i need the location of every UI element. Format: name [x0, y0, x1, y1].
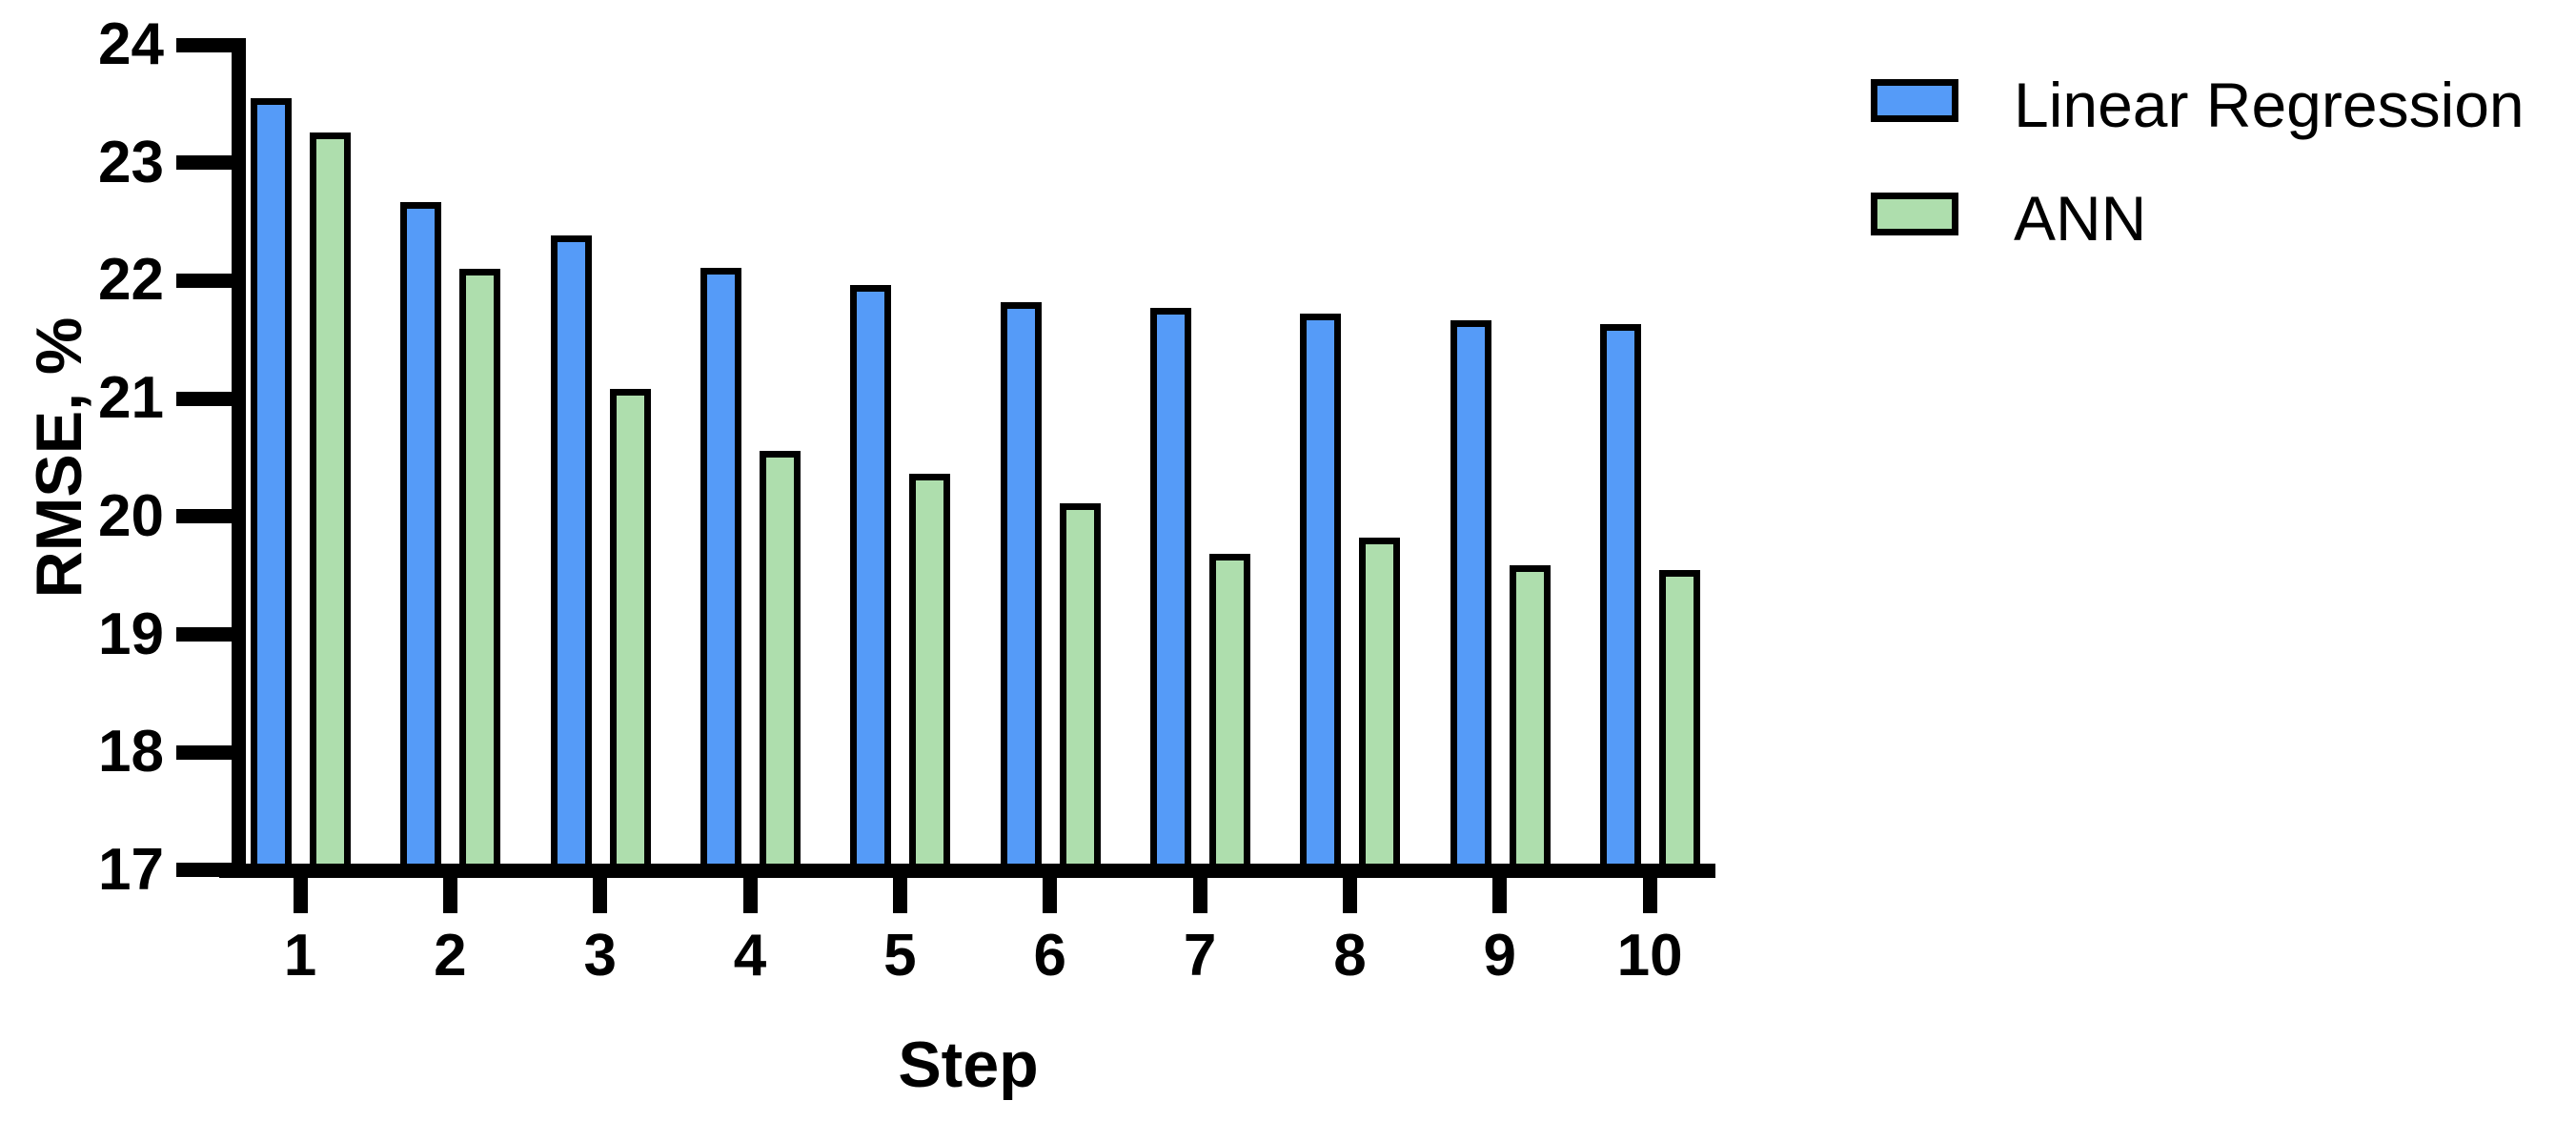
y-tick-label-20: 20: [98, 482, 164, 549]
bar-ann-step-1: [310, 132, 351, 870]
y-tick-label-21: 21: [98, 365, 164, 432]
bar-linear-regression-step-10: [1600, 324, 1642, 870]
x-tick-10: [1642, 878, 1657, 913]
y-tick-17: [176, 863, 232, 878]
x-tick-5: [892, 878, 907, 913]
y-tick-label-19: 19: [98, 601, 164, 667]
x-tick-label-6: 6: [1033, 923, 1066, 989]
bar-ann-step-7: [1209, 554, 1251, 870]
x-tick-label-9: 9: [1483, 923, 1517, 989]
x-tick-8: [1342, 878, 1357, 913]
x-tick-4: [742, 878, 758, 913]
y-tick-label-22: 22: [98, 247, 164, 314]
legend-label-linear-regression: Linear Regression: [2014, 70, 2525, 140]
x-tick-label-10: 10: [1616, 923, 1683, 989]
bar-ann-step-10: [1659, 569, 1701, 870]
x-axis-line: [219, 864, 1715, 878]
bar-linear-regression-step-7: [1150, 307, 1192, 870]
x-tick-label-3: 3: [583, 923, 617, 989]
bar-ann-step-3: [609, 389, 651, 870]
x-tick-7: [1192, 878, 1207, 913]
x-tick-3: [593, 878, 608, 913]
x-tick-6: [1043, 878, 1058, 913]
legend-swatch-ann: [1871, 193, 1958, 235]
y-tick-label-18: 18: [98, 719, 164, 785]
bar-linear-regression-step-9: [1450, 320, 1491, 870]
bar-ann-step-5: [909, 474, 951, 870]
x-tick-2: [442, 878, 457, 913]
bar-linear-regression-step-8: [1300, 314, 1342, 870]
x-tick-label-7: 7: [1183, 923, 1217, 989]
bar-ann-step-2: [459, 269, 501, 870]
y-axis-line: [232, 38, 246, 878]
y-tick-20: [176, 509, 232, 524]
y-tick-23: [176, 155, 232, 171]
bar-linear-regression-step-1: [251, 97, 292, 870]
bar-ann-step-4: [760, 450, 801, 870]
legend-swatch-linear-regression: [1871, 79, 1958, 122]
bar-ann-step-9: [1509, 564, 1551, 870]
y-tick-22: [176, 273, 232, 288]
y-axis-title: RMSE, %: [23, 316, 95, 599]
y-tick-19: [176, 627, 232, 642]
y-tick-label-17: 17: [98, 836, 164, 903]
x-tick-1: [293, 878, 308, 913]
y-tick-label-24: 24: [98, 11, 164, 77]
x-axis-title: Step: [898, 1029, 1039, 1101]
bar-linear-regression-step-2: [400, 201, 442, 870]
bar-ann-step-8: [1359, 538, 1401, 870]
y-tick-18: [176, 744, 232, 760]
bar-linear-regression-step-5: [850, 285, 892, 870]
x-tick-label-2: 2: [434, 923, 467, 989]
x-tick-9: [1492, 878, 1508, 913]
bar-linear-regression-step-3: [550, 235, 592, 870]
legend-label-ann: ANN: [2014, 183, 2147, 254]
x-tick-label-5: 5: [883, 923, 917, 989]
y-tick-21: [176, 391, 232, 406]
x-tick-label-1: 1: [283, 923, 317, 989]
y-tick-24: [176, 37, 232, 52]
bar-ann-step-6: [1059, 503, 1101, 870]
bar-linear-regression-step-4: [700, 267, 742, 870]
x-tick-label-4: 4: [733, 923, 767, 989]
y-tick-label-23: 23: [98, 129, 164, 195]
x-tick-label-8: 8: [1333, 923, 1367, 989]
bar-linear-regression-step-6: [1000, 301, 1042, 870]
